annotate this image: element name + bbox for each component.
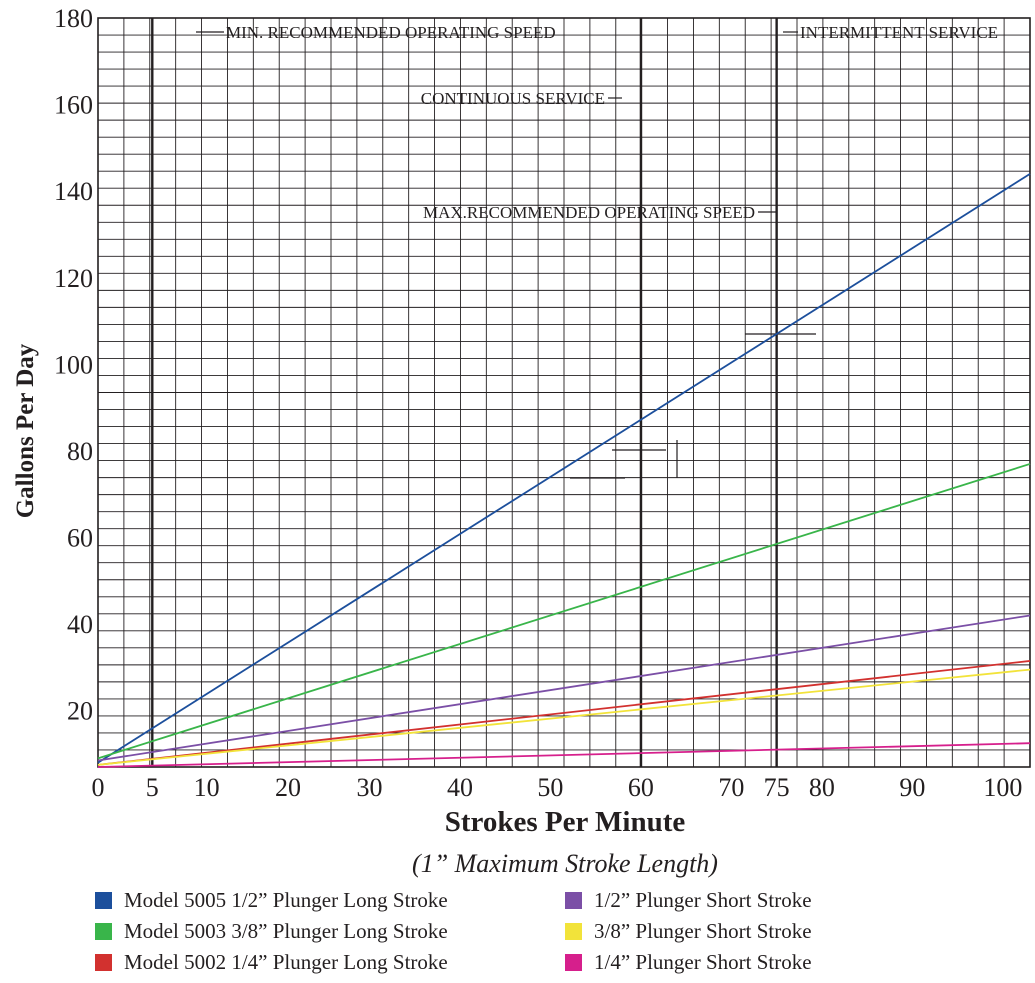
x-tick-label: 10 bbox=[194, 773, 220, 802]
y-tick-label: 180 bbox=[54, 4, 93, 33]
y-tick-label: 20 bbox=[67, 697, 93, 726]
reference-line-label: CONTINUOUS SERVICE bbox=[421, 89, 605, 108]
legend-label: Model 5005 1/2” Plunger Long Stroke bbox=[124, 887, 448, 912]
series-lines bbox=[97, 173, 1031, 768]
legend-item: Model 5003 3/8” Plunger Long Stroke bbox=[95, 917, 448, 945]
series-line bbox=[97, 668, 1031, 766]
series-line bbox=[97, 614, 1031, 762]
series-line bbox=[97, 660, 1031, 766]
y-tick-label: 160 bbox=[54, 91, 93, 120]
reference-line-label: MIN. RECOMMENDED OPERATING SPEED bbox=[226, 23, 556, 42]
x-tick-label: 50 bbox=[537, 773, 563, 802]
series-line bbox=[97, 173, 1031, 764]
legend-swatch bbox=[95, 891, 112, 909]
x-axis-label: Strokes Per Minute bbox=[444, 806, 686, 838]
y-tick-label: 80 bbox=[67, 437, 93, 466]
x-tick-label: 30 bbox=[356, 773, 382, 802]
legend-item: 3/8” Plunger Short Stroke bbox=[565, 917, 812, 945]
legend-swatch bbox=[565, 891, 582, 909]
legend-swatch bbox=[95, 953, 112, 971]
legend-swatch bbox=[565, 953, 582, 971]
y-tick-label: 100 bbox=[54, 350, 93, 379]
plot-frame bbox=[97, 17, 1031, 768]
x-tick-label: 60 bbox=[628, 773, 654, 802]
x-tick-label: 90 bbox=[899, 773, 925, 802]
series-line bbox=[97, 742, 1031, 768]
chart-plot: MIN. RECOMMENDED OPERATING SPEED CONTINUO… bbox=[12, 4, 1031, 802]
grid-minor bbox=[97, 17, 1031, 768]
y-tick-label: 140 bbox=[54, 177, 93, 206]
x-tick-label: 40 bbox=[447, 773, 473, 802]
legend-item: 1/2” Plunger Short Stroke bbox=[565, 886, 812, 914]
series-line bbox=[97, 463, 1031, 760]
x-tick-label: 80 bbox=[809, 773, 835, 802]
reference-line-label: MAX.RECOMMENDED OPERATING SPEED bbox=[423, 203, 755, 222]
x-tick-label: 70 bbox=[718, 773, 744, 802]
x-tick-label: 75 bbox=[764, 773, 790, 802]
chart-subtitle: (1” Maximum Stroke Length) bbox=[412, 849, 718, 878]
y-axis-label: Gallons Per Day bbox=[12, 343, 39, 518]
reference-lines: MIN. RECOMMENDED OPERATING SPEED CONTINUO… bbox=[151, 18, 998, 767]
legend: Model 5005 1/2” Plunger Long Stroke Model… bbox=[95, 886, 995, 981]
y-tick-label: 120 bbox=[54, 264, 93, 293]
legend-label: 1/2” Plunger Short Stroke bbox=[594, 887, 812, 912]
legend-swatch bbox=[565, 922, 582, 940]
x-tick-label: 20 bbox=[275, 773, 301, 802]
grid-major bbox=[97, 17, 1031, 768]
legend-label: Model 5002 1/4” Plunger Long Stroke bbox=[124, 949, 448, 974]
x-tick-label: 5 bbox=[146, 773, 159, 802]
x-tick-label: 0 bbox=[92, 773, 105, 802]
tick-labels: 20 40 60 80 100 120 140 160 180 0 5 10 20 30 40 50 60 70 7… bbox=[54, 4, 1022, 802]
legend-item: Model 5002 1/4” Plunger Long Stroke bbox=[95, 948, 448, 976]
y-tick-label: 40 bbox=[67, 610, 93, 639]
x-tick-label: 100 bbox=[983, 773, 1022, 802]
reference-line-label: INTERMITTENT SERVICE bbox=[800, 23, 998, 42]
legend-label: 3/8” Plunger Short Stroke bbox=[594, 918, 812, 943]
legend-item: Model 5005 1/2” Plunger Long Stroke bbox=[95, 886, 448, 914]
legend-swatch bbox=[95, 922, 112, 940]
legend-label: 1/4” Plunger Short Stroke bbox=[594, 949, 812, 974]
legend-item: 1/4” Plunger Short Stroke bbox=[565, 948, 812, 976]
y-tick-label: 60 bbox=[67, 524, 93, 553]
legend-label: Model 5003 3/8” Plunger Long Stroke bbox=[124, 918, 448, 943]
